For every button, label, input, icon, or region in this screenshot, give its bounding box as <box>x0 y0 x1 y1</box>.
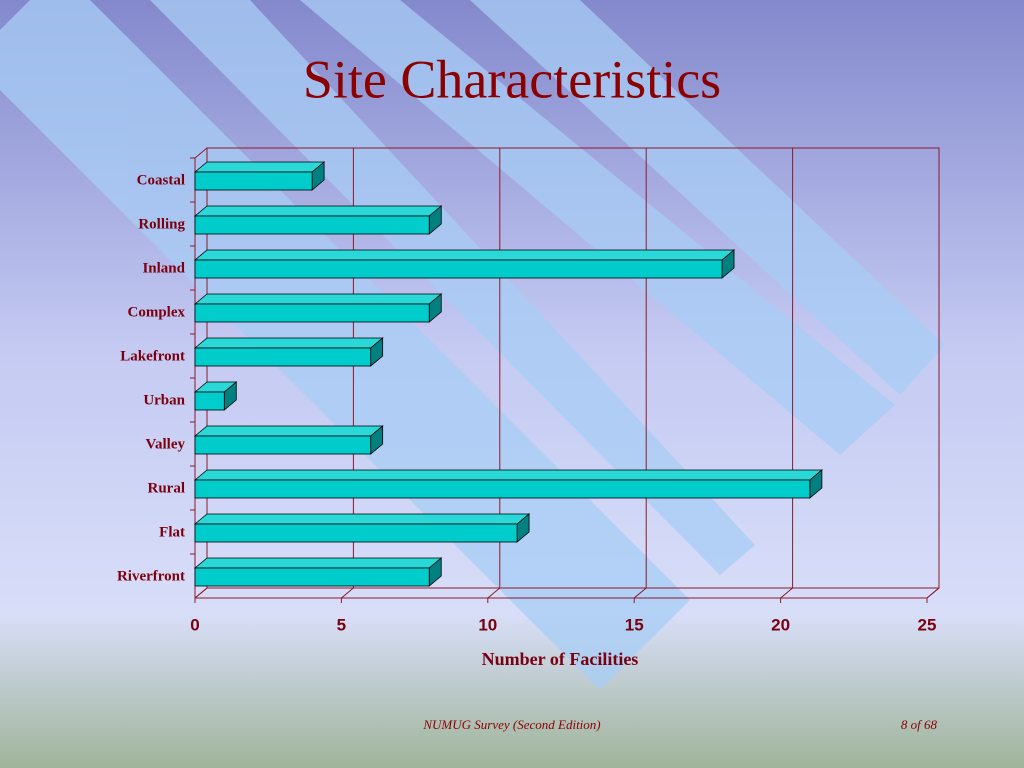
y-tick-label: Riverfront <box>117 568 185 584</box>
x-tick-label: 25 <box>918 615 937 634</box>
bar-top <box>193 557 443 569</box>
grid-floor-line <box>780 587 793 599</box>
bar-front <box>194 215 430 235</box>
bar-top <box>193 205 443 217</box>
grid-floor-line <box>341 587 354 599</box>
x-tick-label: 0 <box>190 615 199 634</box>
bar-top <box>193 425 384 437</box>
x-tick-label: 20 <box>771 615 790 634</box>
bar-front <box>194 479 811 499</box>
y-tick-label: Inland <box>142 260 185 276</box>
bar-front <box>194 347 372 367</box>
chart-title: Site Characteristics <box>303 49 721 109</box>
y-tick-label: Urban <box>143 392 185 408</box>
y-tick-label: Complex <box>128 304 186 320</box>
x-axis-label: Number of Facilities <box>482 649 639 669</box>
bar-top <box>193 293 443 305</box>
bar-front <box>194 303 430 323</box>
grid-floor-line <box>926 587 940 599</box>
y-tick-label: Rolling <box>138 216 185 232</box>
bar-front <box>194 391 225 411</box>
y-tick-label: Flat <box>159 524 185 540</box>
bar <box>193 513 531 543</box>
x-tick-label: 15 <box>625 615 644 634</box>
grid-floor-line <box>194 587 208 599</box>
bar-front <box>194 567 430 587</box>
bar <box>193 381 238 411</box>
y-tick-label: Lakefront <box>120 348 185 364</box>
bar-front <box>194 435 372 455</box>
bar <box>193 337 384 367</box>
bar-front <box>194 259 723 279</box>
bar <box>193 161 326 191</box>
x-tick-label: 5 <box>337 615 346 634</box>
bar-top <box>193 469 823 481</box>
bar <box>193 205 443 235</box>
footer-page: 8 of 68 <box>901 717 938 732</box>
grid-floor-line <box>487 587 501 599</box>
bar-top <box>193 249 736 261</box>
bar <box>193 469 823 499</box>
y-tick-label: Valley <box>146 436 186 452</box>
y-tick-label: Rural <box>148 480 186 496</box>
bar-front <box>194 171 313 191</box>
x-tick-label: 10 <box>478 615 497 634</box>
y-tick-label: Coastal <box>137 172 185 188</box>
bar-top <box>193 337 384 349</box>
bar <box>193 249 736 279</box>
bar-top <box>193 513 531 525</box>
bar <box>193 557 443 587</box>
bar <box>193 425 384 455</box>
bar-top <box>193 161 326 173</box>
bar <box>193 293 443 323</box>
bar-front <box>194 523 518 543</box>
grid-floor-line <box>633 587 647 599</box>
footer-source: NUMUG Survey (Second Edition) <box>422 717 600 732</box>
